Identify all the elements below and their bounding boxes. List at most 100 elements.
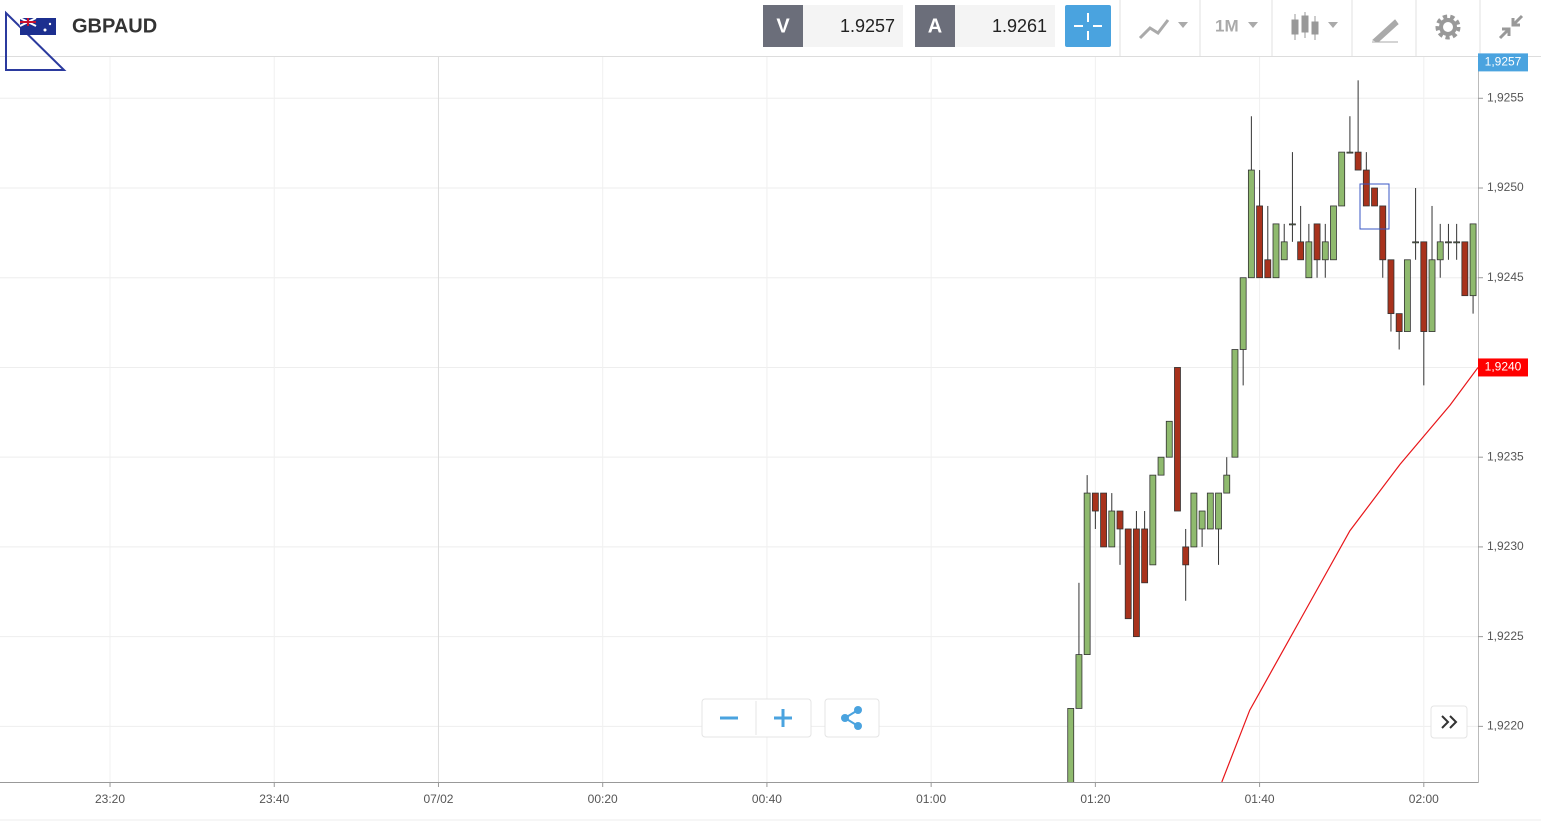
x-tick-label: 02:00	[1409, 792, 1439, 806]
candle-body	[1116, 510, 1124, 530]
selection-box	[1359, 183, 1390, 230]
y-tick-label: 1,9220	[1487, 719, 1524, 733]
candle-body	[1198, 510, 1206, 530]
candle-body	[1247, 169, 1255, 279]
candle-body	[1346, 151, 1354, 154]
candle-body	[1206, 492, 1214, 530]
plot: 1,9220 1,9225 1,9230 1,9235 1,9240 1,9245 1,92…	[0, 53, 1528, 806]
settings-icon[interactable]	[1435, 14, 1461, 40]
candle-body	[1124, 528, 1132, 620]
candle-body	[1289, 223, 1296, 226]
price-tag-label: 1,9257	[1485, 55, 1522, 69]
candle-body	[1108, 510, 1116, 548]
corner-marker	[5, 10, 67, 71]
indicator-icon[interactable]	[1138, 19, 1170, 40]
x-tick-label: 00:20	[588, 792, 618, 806]
bid-label: V	[776, 15, 790, 37]
candle-body	[1223, 474, 1231, 494]
crosshair-icon	[1074, 13, 1102, 40]
candle-body	[1436, 241, 1444, 261]
candle-body	[1338, 151, 1346, 207]
candle-body	[1305, 241, 1313, 279]
x-tick-label: 01:00	[916, 792, 946, 806]
zoom-controls	[701, 698, 1468, 739]
bid-price: 1.9257	[840, 16, 895, 36]
y-tick-label: 1,9230	[1487, 539, 1524, 553]
candle-body	[1420, 241, 1428, 332]
candle-body	[1157, 456, 1165, 476]
ask-box[interactable]	[955, 5, 1055, 47]
candles	[1067, 80, 1478, 782]
dropdown-arrow	[1248, 22, 1258, 28]
moving-average	[1221, 367, 1478, 782]
y-tick-label: 1,9235	[1487, 449, 1524, 463]
price-tag	[1478, 358, 1528, 377]
candle-body	[1313, 223, 1321, 261]
candle-body	[1174, 367, 1181, 512]
candle-body	[1445, 241, 1452, 244]
share-button[interactable]	[841, 706, 862, 730]
y-tick-label: 1,9245	[1487, 270, 1524, 284]
dropdown-arrow	[1178, 22, 1188, 28]
scroll-end[interactable]	[1441, 715, 1458, 729]
candle-body	[1190, 492, 1198, 548]
candle-body	[1264, 259, 1272, 279]
candle-body	[1272, 223, 1280, 279]
timeframe[interactable]: 1M	[1215, 16, 1239, 35]
price-tag	[1478, 53, 1528, 72]
candle-body	[1215, 492, 1222, 530]
crosshair-button[interactable]	[1065, 5, 1111, 47]
candle-body	[1469, 223, 1477, 297]
candle-body	[1371, 187, 1378, 207]
candle-body	[1083, 492, 1091, 655]
candle-body	[1256, 205, 1263, 279]
x-tick-label: 00:40	[752, 792, 782, 806]
candle-body	[1231, 349, 1239, 458]
candle-body	[1141, 528, 1149, 584]
candle-body	[1354, 151, 1362, 171]
zoom-in[interactable]	[774, 709, 792, 727]
y-tick-label: 1,9225	[1487, 629, 1524, 643]
x-tick-label: 01:40	[1245, 792, 1275, 806]
toolbar-dividers	[1119, 0, 1481, 56]
ask-price: 1.9261	[992, 16, 1047, 36]
x-tick-label: 23:40	[259, 792, 289, 806]
y-tick-label: 1,9250	[1487, 180, 1524, 194]
candle-body	[1075, 654, 1083, 709]
candle-body	[1182, 546, 1190, 566]
x-tick-label: 07/02	[423, 792, 453, 806]
candle-body	[1149, 474, 1157, 566]
candle-body	[1461, 241, 1469, 297]
candle-body	[1297, 241, 1305, 261]
candle-body	[1100, 492, 1107, 548]
candle-body	[1321, 241, 1329, 261]
candle-body	[1330, 205, 1337, 261]
flag	[19, 17, 56, 35]
y-tick-label: 1,9255	[1487, 90, 1524, 104]
price-tag-label: 1,9240	[1485, 360, 1522, 374]
candle-body	[1280, 241, 1288, 261]
candle-body	[1387, 259, 1395, 315]
x-tick-label: 23:20	[95, 792, 125, 806]
candle-body	[1395, 313, 1403, 332]
candle-body	[1453, 241, 1461, 244]
candle-body	[1403, 259, 1411, 332]
candle-body	[1362, 169, 1370, 207]
collapse-icon[interactable]	[1498, 14, 1524, 40]
candle-body	[1067, 708, 1075, 782]
candle-body	[1412, 241, 1419, 244]
dropdown-arrow	[1328, 22, 1338, 28]
candle-body	[1239, 277, 1247, 350]
candle-body	[1165, 420, 1173, 458]
draw-icon[interactable]	[1372, 19, 1399, 43]
bid-box[interactable]	[803, 5, 903, 47]
candle-body	[1379, 205, 1387, 261]
symbol: GBPAUD	[72, 15, 157, 37]
candle-body	[1133, 528, 1140, 638]
ask-label-box	[915, 5, 955, 47]
candle-body	[1091, 492, 1099, 512]
ask-label: A	[928, 15, 942, 37]
chart-type-icon[interactable]	[1291, 12, 1319, 40]
